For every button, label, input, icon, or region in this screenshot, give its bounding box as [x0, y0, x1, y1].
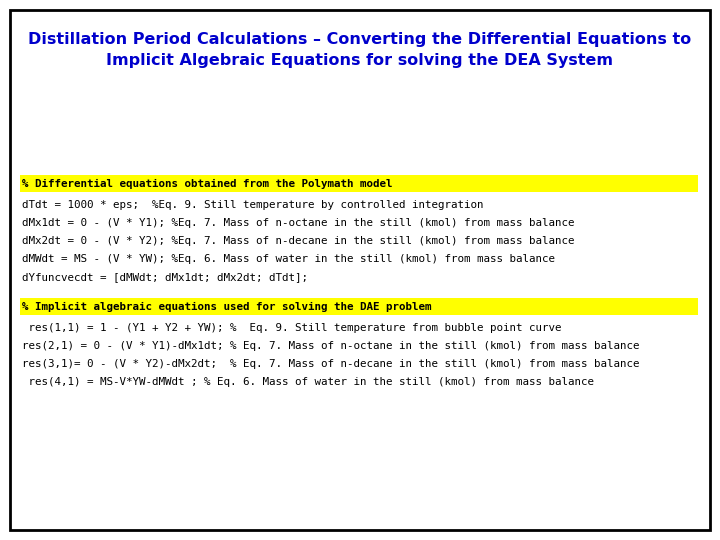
FancyBboxPatch shape: [20, 175, 698, 192]
Text: res(1,1) = 1 - (Y1 + Y2 + YW); %  Eq. 9. Still temperature from bubble point cur: res(1,1) = 1 - (Y1 + Y2 + YW); % Eq. 9. …: [22, 323, 562, 333]
Text: dMx1dt = 0 - (V * Y1); %Eq. 7. Mass of n-octane in the still (kmol) from mass ba: dMx1dt = 0 - (V * Y1); %Eq. 7. Mass of n…: [22, 218, 575, 228]
Text: res(3,1)= 0 - (V * Y2)-dMx2dt;  % Eq. 7. Mass of n-decane in the still (kmol) fr: res(3,1)= 0 - (V * Y2)-dMx2dt; % Eq. 7. …: [22, 359, 639, 369]
FancyBboxPatch shape: [10, 10, 710, 530]
Text: % Differential equations obtained from the Polymath model: % Differential equations obtained from t…: [22, 179, 392, 188]
Text: Distillation Period Calculations – Converting the Differential Equations to
Impl: Distillation Period Calculations – Conve…: [28, 32, 692, 68]
Text: dYfuncvecdt = [dMWdt; dMx1dt; dMx2dt; dTdt];: dYfuncvecdt = [dMWdt; dMx1dt; dMx2dt; dT…: [22, 272, 308, 282]
Text: res(4,1) = MS-V*YW-dMWdt ; % Eq. 6. Mass of water in the still (kmol) from mass : res(4,1) = MS-V*YW-dMWdt ; % Eq. 6. Mass…: [22, 377, 594, 387]
Text: % Implicit algebraic equations used for solving the DAE problem: % Implicit algebraic equations used for …: [22, 301, 431, 312]
Text: dMWdt = MS - (V * YW); %Eq. 6. Mass of water in the still (kmol) from mass balan: dMWdt = MS - (V * YW); %Eq. 6. Mass of w…: [22, 254, 555, 264]
Text: dTdt = 1000 * eps;  %Eq. 9. Still temperature by controlled integration: dTdt = 1000 * eps; %Eq. 9. Still tempera…: [22, 200, 484, 210]
Text: res(2,1) = 0 - (V * Y1)-dMx1dt; % Eq. 7. Mass of n-octane in the still (kmol) fr: res(2,1) = 0 - (V * Y1)-dMx1dt; % Eq. 7.…: [22, 341, 639, 351]
Text: dMx2dt = 0 - (V * Y2); %Eq. 7. Mass of n-decane in the still (kmol) from mass ba: dMx2dt = 0 - (V * Y2); %Eq. 7. Mass of n…: [22, 236, 575, 246]
FancyBboxPatch shape: [20, 298, 698, 315]
